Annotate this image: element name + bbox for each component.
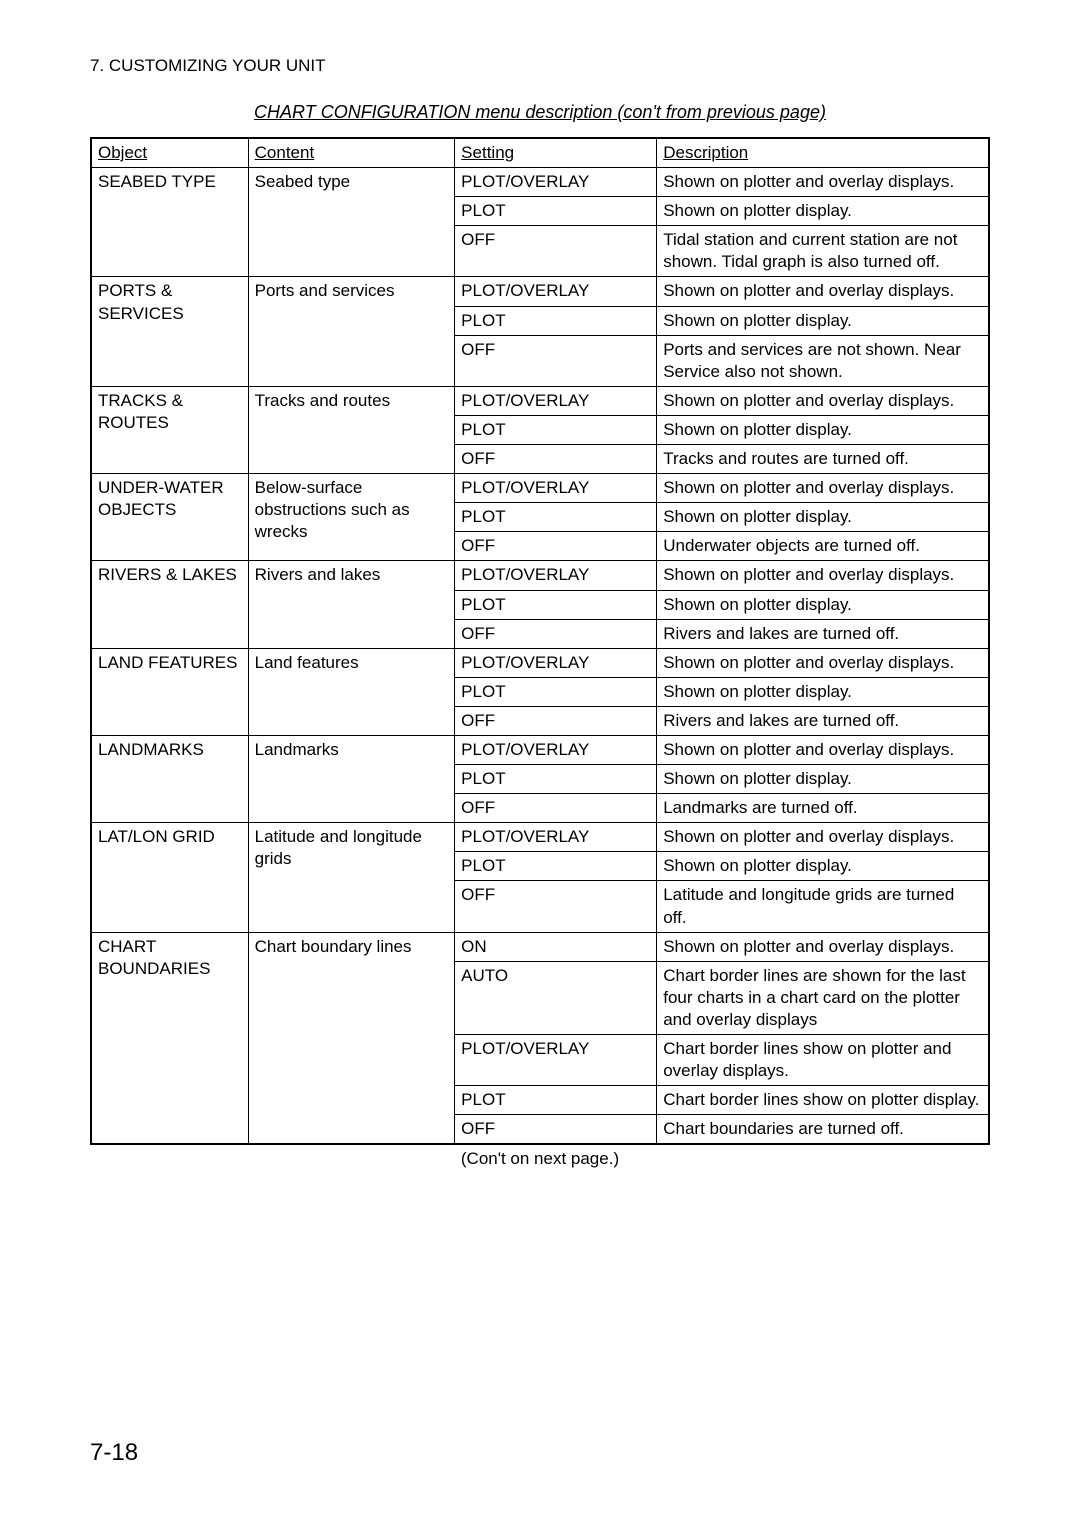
cell-description: Underwater objects are turned off.	[657, 532, 989, 561]
cell-description: Shown on plotter display.	[657, 197, 989, 226]
cell-setting: PLOT	[455, 590, 657, 619]
cell-setting: OFF	[455, 532, 657, 561]
cell-description: Shown on plotter display.	[657, 852, 989, 881]
cell-description: Shown on plotter display.	[657, 415, 989, 444]
cell-object: CHART BOUNDARIES	[91, 932, 248, 1144]
cell-object: LAND FEATURES	[91, 648, 248, 735]
cell-description: Ports and services are not shown. Near S…	[657, 335, 989, 386]
cell-description: Shown on plotter and overlay displays.	[657, 561, 989, 590]
cell-content: Tracks and routes	[248, 386, 455, 473]
cell-description: Tidal station and current station are no…	[657, 226, 989, 277]
config-table: Object Content Setting Description SEABE…	[90, 137, 990, 1145]
table-row: RIVERS & LAKESRivers and lakesPLOT/OVERL…	[91, 561, 989, 590]
cell-description: Shown on plotter and overlay displays.	[657, 932, 989, 961]
cell-description: Shown on plotter display.	[657, 503, 989, 532]
cell-description: Latitude and longitude grids are turned …	[657, 881, 989, 932]
footer-note: (Con't on next page.)	[90, 1149, 990, 1169]
cell-description: Shown on plotter and overlay displays.	[657, 168, 989, 197]
cell-setting: PLOT	[455, 765, 657, 794]
cell-description: Shown on plotter and overlay displays.	[657, 735, 989, 764]
cell-description: Shown on plotter and overlay displays.	[657, 474, 989, 503]
cell-content: Ports and services	[248, 277, 455, 386]
cell-content: Chart boundary lines	[248, 932, 455, 1144]
cell-setting: PLOT/OVERLAY	[455, 561, 657, 590]
table-row: LAT/LON GRIDLatitude and longitude grids…	[91, 823, 989, 852]
cell-description: Chart border lines show on plotter displ…	[657, 1086, 989, 1115]
table-row: SEABED TYPESeabed typePLOT/OVERLAYShown …	[91, 168, 989, 197]
section-header: 7. CUSTOMIZING YOUR UNIT	[90, 56, 990, 76]
cell-setting: OFF	[455, 226, 657, 277]
cell-content: Landmarks	[248, 735, 455, 822]
cell-setting: OFF	[455, 794, 657, 823]
col-object: Object	[91, 138, 248, 168]
cell-description: Shown on plotter and overlay displays.	[657, 277, 989, 306]
cell-setting: PLOT/OVERLAY	[455, 823, 657, 852]
col-setting: Setting	[455, 138, 657, 168]
cell-setting: ON	[455, 932, 657, 961]
cell-description: Tracks and routes are turned off.	[657, 445, 989, 474]
cell-setting: PLOT	[455, 503, 657, 532]
cell-content: Rivers and lakes	[248, 561, 455, 648]
cell-description: Rivers and lakes are turned off.	[657, 619, 989, 648]
cell-description: Shown on plotter and overlay displays.	[657, 386, 989, 415]
cell-setting: PLOT	[455, 197, 657, 226]
col-description: Description	[657, 138, 989, 168]
cell-object: PORTS & SERVICES	[91, 277, 248, 386]
cell-setting: AUTO	[455, 961, 657, 1034]
cell-object: UNDER-WATER OBJECTS	[91, 474, 248, 561]
cell-object: LANDMARKS	[91, 735, 248, 822]
cell-object: SEABED TYPE	[91, 168, 248, 277]
cell-setting: OFF	[455, 881, 657, 932]
cell-setting: OFF	[455, 619, 657, 648]
cell-description: Chart boundaries are turned off.	[657, 1115, 989, 1145]
cell-description: Shown on plotter display.	[657, 590, 989, 619]
table-header-row: Object Content Setting Description	[91, 138, 989, 168]
cell-setting: PLOT/OVERLAY	[455, 168, 657, 197]
cell-setting: PLOT/OVERLAY	[455, 648, 657, 677]
cell-setting: OFF	[455, 706, 657, 735]
cell-description: Rivers and lakes are turned off.	[657, 706, 989, 735]
cell-description: Shown on plotter and overlay displays.	[657, 648, 989, 677]
cell-description: Landmarks are turned off.	[657, 794, 989, 823]
cell-description: Chart border lines are shown for the las…	[657, 961, 989, 1034]
cell-setting: PLOT	[455, 852, 657, 881]
cell-content: Below-surface obstructions such as wreck…	[248, 474, 455, 561]
cell-setting: OFF	[455, 445, 657, 474]
cell-content: Land features	[248, 648, 455, 735]
cell-setting: PLOT/OVERLAY	[455, 1035, 657, 1086]
table-title: CHART CONFIGURATION menu description (co…	[90, 102, 990, 123]
table-row: PORTS & SERVICESPorts and servicesPLOT/O…	[91, 277, 989, 306]
table-row: LAND FEATURESLand featuresPLOT/OVERLAYSh…	[91, 648, 989, 677]
cell-setting: PLOT	[455, 677, 657, 706]
page-number: 7-18	[90, 1439, 138, 1467]
cell-description: Shown on plotter and overlay displays.	[657, 823, 989, 852]
table-row: TRACKS & ROUTESTracks and routesPLOT/OVE…	[91, 386, 989, 415]
cell-setting: OFF	[455, 1115, 657, 1145]
cell-setting: OFF	[455, 335, 657, 386]
cell-setting: PLOT/OVERLAY	[455, 735, 657, 764]
cell-object: RIVERS & LAKES	[91, 561, 248, 648]
cell-object: TRACKS & ROUTES	[91, 386, 248, 473]
table-row: UNDER-WATER OBJECTSBelow-surface obstruc…	[91, 474, 989, 503]
cell-setting: PLOT/OVERLAY	[455, 386, 657, 415]
cell-setting: PLOT/OVERLAY	[455, 277, 657, 306]
table-row: LANDMARKSLandmarksPLOT/OVERLAYShown on p…	[91, 735, 989, 764]
cell-setting: PLOT	[455, 415, 657, 444]
cell-object: LAT/LON GRID	[91, 823, 248, 932]
cell-setting: PLOT	[455, 306, 657, 335]
cell-content: Latitude and longitude grids	[248, 823, 455, 932]
cell-description: Shown on plotter display.	[657, 677, 989, 706]
cell-content: Seabed type	[248, 168, 455, 277]
cell-setting: PLOT	[455, 1086, 657, 1115]
cell-setting: PLOT/OVERLAY	[455, 474, 657, 503]
table-row: CHART BOUNDARIESChart boundary linesONSh…	[91, 932, 989, 961]
col-content: Content	[248, 138, 455, 168]
cell-description: Shown on plotter display.	[657, 765, 989, 794]
cell-description: Shown on plotter display.	[657, 306, 989, 335]
cell-description: Chart border lines show on plotter and o…	[657, 1035, 989, 1086]
